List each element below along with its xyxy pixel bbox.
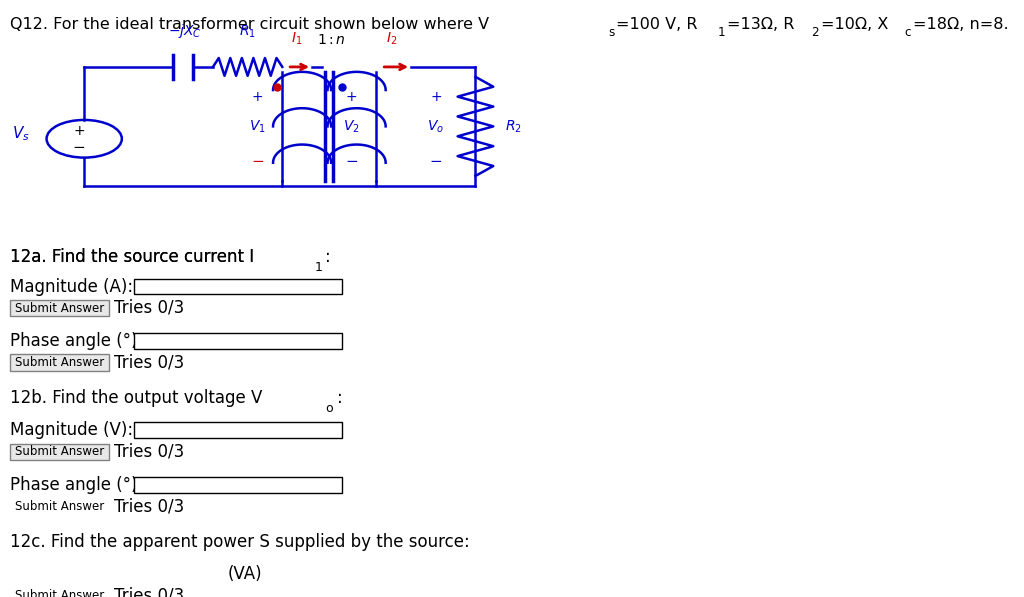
Text: 12a. Find the source current I: 12a. Find the source current I <box>10 248 254 266</box>
Text: 12a. Find the source current I: 12a. Find the source current I <box>10 248 254 266</box>
FancyBboxPatch shape <box>10 498 109 515</box>
Text: $V_s$: $V_s$ <box>12 124 30 143</box>
Text: −: − <box>345 153 358 168</box>
Text: Q12. For the ideal transformer circuit shown below where V: Q12. For the ideal transformer circuit s… <box>10 17 489 32</box>
Text: =100 V, R: =100 V, R <box>615 17 697 32</box>
Text: :: : <box>325 248 331 266</box>
Text: =10Ω, X: =10Ω, X <box>821 17 888 32</box>
Text: $V_1$: $V_1$ <box>249 118 266 134</box>
Text: −: − <box>251 153 264 168</box>
Text: +: + <box>430 90 441 104</box>
Text: 12b. Find the output voltage V: 12b. Find the output voltage V <box>10 389 262 407</box>
Text: −: − <box>429 153 442 168</box>
Text: +: + <box>346 90 357 104</box>
FancyBboxPatch shape <box>134 279 342 294</box>
Text: $V_o$: $V_o$ <box>427 118 444 134</box>
Text: o: o <box>325 402 333 415</box>
Text: +: + <box>252 90 263 104</box>
Text: Submit Answer: Submit Answer <box>14 500 104 513</box>
Text: Tries 0/3: Tries 0/3 <box>114 586 184 597</box>
Text: $R_1$: $R_1$ <box>240 23 256 39</box>
Text: Submit Answer: Submit Answer <box>14 356 104 369</box>
Text: Submit Answer: Submit Answer <box>14 301 104 315</box>
FancyBboxPatch shape <box>10 300 109 316</box>
Text: 1: 1 <box>314 261 323 274</box>
Text: $R_2$: $R_2$ <box>505 118 522 134</box>
Text: Submit Answer: Submit Answer <box>14 445 104 458</box>
FancyBboxPatch shape <box>10 587 109 597</box>
Text: (VA): (VA) <box>227 565 262 583</box>
Text: Tries 0/3: Tries 0/3 <box>114 353 184 371</box>
Text: s: s <box>608 26 614 39</box>
Text: Magnitude (V):: Magnitude (V): <box>10 421 133 439</box>
Text: c: c <box>905 26 911 39</box>
Text: =13Ω, R: =13Ω, R <box>727 17 795 32</box>
Text: $I_2$: $I_2$ <box>386 30 397 47</box>
Text: Tries 0/3: Tries 0/3 <box>114 298 184 317</box>
Text: −: − <box>73 140 86 155</box>
Text: $V_2$: $V_2$ <box>343 118 360 134</box>
Text: Phase angle (°):: Phase angle (°): <box>10 476 143 494</box>
Text: $-jX_C$: $-jX_C$ <box>168 21 202 39</box>
Text: Magnitude (A):: Magnitude (A): <box>10 278 133 296</box>
Text: $1:n$: $1:n$ <box>317 33 346 47</box>
Text: Tries 0/3: Tries 0/3 <box>114 442 184 460</box>
Text: $I_1$: $I_1$ <box>292 30 303 47</box>
FancyBboxPatch shape <box>134 422 342 438</box>
Text: +: + <box>74 124 85 139</box>
Text: Submit Answer: Submit Answer <box>14 589 104 597</box>
FancyBboxPatch shape <box>10 444 109 460</box>
FancyBboxPatch shape <box>134 333 342 349</box>
Text: Tries 0/3: Tries 0/3 <box>114 497 184 515</box>
Text: 2: 2 <box>811 26 819 39</box>
Text: =18Ω, n=8.: =18Ω, n=8. <box>913 17 1009 32</box>
Text: Phase angle (°):: Phase angle (°): <box>10 332 143 350</box>
FancyBboxPatch shape <box>10 355 109 371</box>
FancyBboxPatch shape <box>134 477 342 493</box>
Text: :: : <box>337 389 343 407</box>
Text: 1: 1 <box>718 26 725 39</box>
FancyBboxPatch shape <box>10 566 218 582</box>
Text: 12c. Find the apparent power S supplied by the source:: 12c. Find the apparent power S supplied … <box>10 533 470 551</box>
